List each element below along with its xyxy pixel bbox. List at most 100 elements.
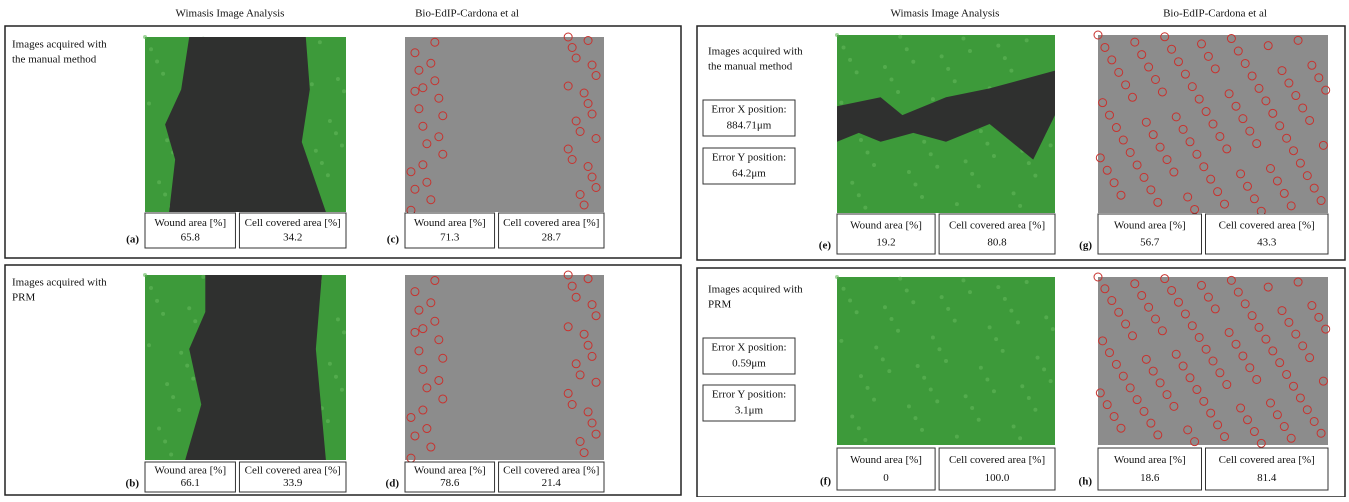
cell-texture <box>1009 69 1013 73</box>
cell-texture <box>898 35 902 39</box>
cell-texture <box>328 119 332 123</box>
wound-region <box>165 37 326 212</box>
cell-texture <box>881 357 885 361</box>
cell-texture <box>992 389 996 393</box>
cell-texture <box>977 418 981 422</box>
cell-texture <box>334 131 338 135</box>
cell-texture <box>913 416 917 420</box>
cell-texture <box>985 142 989 146</box>
cell-texture <box>922 140 926 144</box>
cell-texture <box>992 154 996 158</box>
metric-label: Cell covered area [%] <box>1219 454 1315 466</box>
cell-texture <box>326 173 330 177</box>
cell-texture <box>996 44 1000 48</box>
cell-texture <box>937 347 941 351</box>
metric-value: 81.4 <box>1257 472 1277 484</box>
error-text: 64.2μm <box>732 168 766 180</box>
row-label: Images acquired with <box>12 39 107 51</box>
cell-texture <box>911 300 915 304</box>
cell-texture <box>147 343 151 347</box>
cell-texture <box>946 67 950 71</box>
cell-texture <box>946 307 950 311</box>
cell-texture <box>920 195 924 199</box>
cell-texture <box>1027 161 1031 165</box>
cell-texture <box>922 376 926 380</box>
cell-texture <box>1051 327 1055 331</box>
cell-texture <box>1003 297 1007 301</box>
metric-label: Wound area [%] <box>1114 454 1186 466</box>
metric-label: Cell covered area [%] <box>1219 220 1315 232</box>
cell-texture <box>855 310 859 314</box>
cell-texture <box>890 78 894 82</box>
cell-texture <box>994 337 998 341</box>
cell-texture <box>1049 379 1053 383</box>
cell-texture <box>340 144 344 148</box>
error-text: Error Y position: <box>712 389 786 401</box>
cell-texture <box>961 37 965 41</box>
metric-label: Wound area [%] <box>414 217 486 229</box>
cell-texture <box>147 102 151 106</box>
cell-texture <box>964 394 968 398</box>
metric-label: Wound area [%] <box>850 454 922 466</box>
cell-texture <box>1020 384 1024 388</box>
cell-texture <box>883 305 887 309</box>
cell-texture <box>179 351 183 355</box>
cell-texture <box>890 317 894 321</box>
error-text: Error Y position: <box>712 152 786 164</box>
cell-texture <box>342 330 346 334</box>
metric-label: Cell covered area [%] <box>949 454 1045 466</box>
metric-label: Cell covered area [%] <box>503 217 599 229</box>
cell-texture <box>1012 191 1016 195</box>
cell-texture <box>1012 425 1016 429</box>
cell-texture <box>850 181 854 185</box>
row-label: the manual method <box>12 54 97 66</box>
cell-texture <box>898 277 902 281</box>
error-text: Error X position: <box>711 104 786 116</box>
cell-texture <box>970 172 974 176</box>
cell-texture <box>848 299 852 303</box>
cell-texture <box>839 339 843 343</box>
cell-texture <box>953 79 957 83</box>
cell-texture <box>863 438 867 442</box>
row-label: the manual method <box>708 61 793 73</box>
cell-texture <box>171 395 175 399</box>
cell-texture <box>970 406 974 410</box>
column-header: Bio-EdIP-Cardona et al <box>1163 8 1267 20</box>
cell-texture <box>1033 408 1037 412</box>
microscopy-image <box>1098 277 1328 445</box>
cell-texture <box>320 161 324 165</box>
cell-texture <box>905 47 909 51</box>
cell-texture <box>872 398 876 402</box>
row-label: Images acquired with <box>708 46 803 58</box>
metric-value: 66.1 <box>181 477 200 489</box>
cell-texture <box>988 325 992 329</box>
cell-texture <box>143 273 147 277</box>
cell-texture <box>907 170 911 174</box>
metric-label: Cell covered area [%] <box>949 220 1045 232</box>
cell-texture <box>931 97 935 101</box>
cell-texture <box>996 285 1000 289</box>
cell-texture <box>940 295 944 299</box>
cell-texture <box>155 299 159 303</box>
cell-texture <box>887 369 891 373</box>
cell-texture <box>896 90 900 94</box>
cell-texture <box>1001 349 1005 353</box>
cell-texture <box>149 286 153 290</box>
cell-texture <box>929 152 933 156</box>
metric-label: Wound area [%] <box>1114 220 1186 232</box>
panel-letter: (d) <box>386 478 400 490</box>
cell-texture <box>334 375 338 379</box>
cell-texture <box>940 54 944 58</box>
panel-letter: (a) <box>126 234 139 246</box>
cell-texture <box>1036 356 1040 360</box>
cell-texture <box>336 317 340 321</box>
cell-texture <box>155 60 159 64</box>
metric-value: 33.9 <box>283 477 303 489</box>
cell-texture <box>336 77 340 81</box>
metric-value: 18.6 <box>1140 472 1160 484</box>
cell-texture <box>1018 204 1022 208</box>
cell-texture <box>872 163 876 167</box>
metric-value: 0 <box>883 472 889 484</box>
cell-texture <box>342 89 346 93</box>
metric-value: 80.8 <box>987 236 1007 248</box>
